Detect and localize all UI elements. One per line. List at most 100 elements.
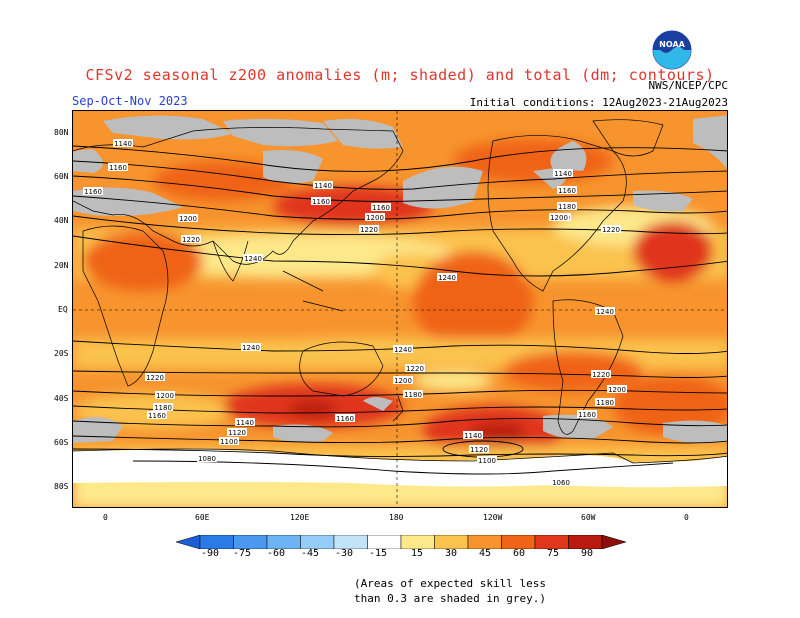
north-america-outline <box>487 135 627 292</box>
colorbar-swatch <box>233 534 268 550</box>
contour-label: 1100 <box>219 437 239 446</box>
contour-labels: 1140 1160 1160 1140 1160 1160 1200 1200 … <box>83 139 627 487</box>
svg-text:1140: 1140 <box>314 182 332 190</box>
svg-text:1200: 1200 <box>156 392 174 400</box>
svg-text:1240: 1240 <box>244 255 262 263</box>
svg-text:1220: 1220 <box>602 226 620 234</box>
contour-label: 1140 <box>113 139 133 148</box>
contour-label: 1220 <box>145 373 165 382</box>
contour-label: 1180 <box>153 403 173 412</box>
colorbar-label: -45 <box>301 548 320 559</box>
lat-label: 20N <box>54 261 69 270</box>
colorbar-swatches <box>175 534 627 550</box>
svg-text:1180: 1180 <box>154 404 172 412</box>
contour-label: 1140 <box>235 418 255 427</box>
lon-label: 180 <box>389 513 404 522</box>
svg-text:1200: 1200 <box>179 215 197 223</box>
contour-label: 1160 <box>557 186 577 195</box>
lon-label: 0 <box>684 513 689 522</box>
colorbar-label: -60 <box>267 548 286 559</box>
svg-text:1140: 1140 <box>554 170 572 178</box>
svg-text:1140: 1140 <box>114 140 132 148</box>
colorbar-label: 60 <box>513 548 526 559</box>
svg-text:1140: 1140 <box>464 432 482 440</box>
colorbar-swatch <box>175 534 201 550</box>
svg-text:1160: 1160 <box>312 198 330 206</box>
lon-label: 60W <box>581 513 596 522</box>
contour-label: 1180 <box>595 398 615 407</box>
colorbar-label: 90 <box>581 548 594 559</box>
contour-label: 1240 <box>243 254 263 263</box>
contour-label: 1120 <box>469 445 489 454</box>
contour-label: 1160 <box>577 410 597 419</box>
contour-label: 1220 <box>405 364 425 373</box>
contour-label: 1140 <box>313 181 333 190</box>
africa-outline <box>82 225 169 387</box>
contour-label: 1160 <box>83 187 103 196</box>
svg-text:1180: 1180 <box>558 203 576 211</box>
svg-text:1200: 1200 <box>394 377 412 385</box>
colorbar-label: 75 <box>547 548 560 559</box>
contour-label: 1220 <box>181 235 201 244</box>
logo-text: NOAA <box>659 40 685 49</box>
svg-text:1240: 1240 <box>596 308 614 316</box>
contour-label: 1200 <box>155 391 175 400</box>
contour-label: 1200 <box>549 213 569 222</box>
colorbar-label: -90 <box>201 548 220 559</box>
svg-text:1120: 1120 <box>470 446 488 454</box>
antarctica <box>73 449 727 488</box>
contour-label: 1160 <box>311 197 331 206</box>
south-america-outline <box>552 299 624 435</box>
map-canvas: 1140 1160 1160 1140 1160 1160 1200 1200 … <box>73 111 727 507</box>
lon-label: 120W <box>483 513 503 522</box>
contour-label: 1120 <box>227 428 247 437</box>
colorbar-swatch <box>501 534 536 550</box>
colorbar-swatch <box>266 534 301 550</box>
colorbar-swatch <box>434 534 469 550</box>
colorbar-swatch <box>601 534 627 550</box>
colorbar-swatch <box>534 534 569 550</box>
colorbar <box>175 534 627 550</box>
contour-label: 1180 <box>557 202 577 211</box>
svg-text:1060: 1060 <box>552 479 570 487</box>
svg-text:1100: 1100 <box>478 457 496 465</box>
lon-label: 0 <box>103 513 108 522</box>
skill-note-line: (Areas of expected skill less <box>353 577 547 590</box>
contour-label: 1200 <box>607 385 627 394</box>
lon-label: 120E <box>290 513 310 522</box>
contour-label: 1160 <box>371 203 391 212</box>
svg-text:1140: 1140 <box>236 419 254 427</box>
contour-label: 1240 <box>595 307 615 316</box>
map-panel: 1140 1160 1160 1140 1160 1160 1200 1200 … <box>72 110 728 508</box>
contour-label: 1160 <box>147 411 167 420</box>
colorbar-swatch <box>467 534 502 550</box>
contour-label: 1220 <box>359 225 379 234</box>
chart-title: CFSv2 seasonal z200 anomalies (m; shaded… <box>85 66 715 84</box>
contour-label: 1140 <box>463 431 483 440</box>
colorbar-label: 30 <box>445 548 458 559</box>
skill-note: (Areas of expected skill less than 0.3 a… <box>300 576 600 606</box>
colorbar-swatch <box>300 534 335 550</box>
colorbar-swatch <box>367 534 402 550</box>
graticule <box>73 111 727 507</box>
lat-label: 40N <box>54 216 69 225</box>
svg-text:1240: 1240 <box>394 346 412 354</box>
contour-label: 1160 <box>108 163 128 172</box>
lat-label: 40S <box>54 394 69 403</box>
svg-text:1160: 1160 <box>372 204 390 212</box>
lat-label: 80N <box>54 128 69 137</box>
svg-text:1080: 1080 <box>198 455 216 463</box>
colorbar-swatch <box>400 534 435 550</box>
contour-label: 1220 <box>591 370 611 379</box>
svg-text:1220: 1220 <box>360 226 378 234</box>
skill-note-line: than 0.3 are shaded in grey.) <box>353 592 547 605</box>
season-label: Sep-Oct-Nov 2023 <box>72 94 188 108</box>
agency-label: NWS/NCEP/CPC <box>648 79 728 92</box>
colorbar-label: -30 <box>335 548 354 559</box>
contour-label: 1180 <box>403 390 423 399</box>
svg-text:1160: 1160 <box>336 415 354 423</box>
contour-label: 1200 <box>393 376 413 385</box>
svg-text:1160: 1160 <box>84 188 102 196</box>
contour-label: 1100 <box>477 456 497 465</box>
svg-text:1200: 1200 <box>366 214 384 222</box>
